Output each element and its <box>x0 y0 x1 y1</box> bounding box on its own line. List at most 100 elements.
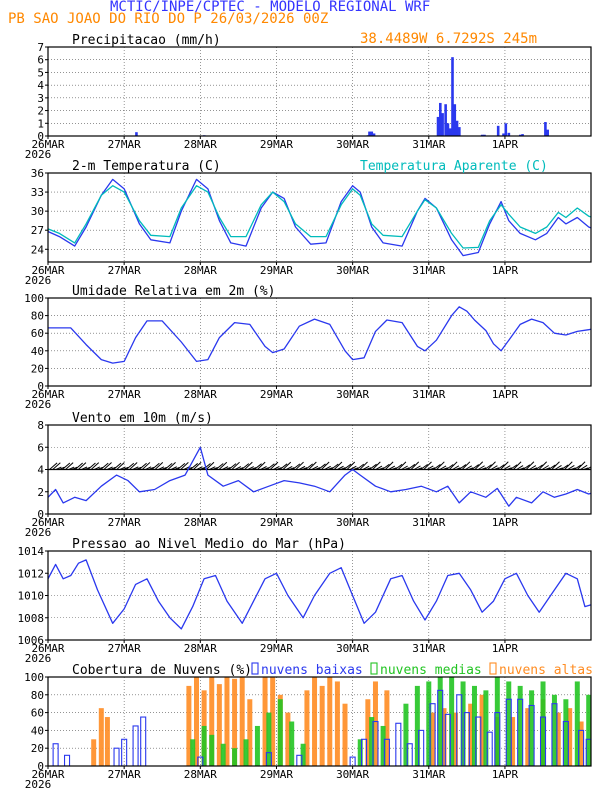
wind-barb <box>519 467 525 470</box>
cloud-bar <box>98 708 104 766</box>
wind-barb <box>308 461 317 470</box>
wind-barb <box>263 467 269 470</box>
x-tick-label: 26MAR <box>31 264 64 277</box>
cloud-bar <box>563 699 569 766</box>
y-tick-label: 2 <box>37 486 44 499</box>
precip-bar <box>448 128 452 136</box>
wind-barb <box>138 462 147 470</box>
x-tick-label: 1APR <box>492 768 519 781</box>
wind-barb <box>404 467 410 470</box>
x-tick-label: 1APR <box>492 388 519 401</box>
cloud-bar <box>525 708 531 766</box>
chart-title: MCTIC/INPE/CPTEC - MODELO REGIONAL WRF <box>110 0 431 15</box>
data-layer <box>52 677 591 766</box>
wind-barb <box>311 465 319 470</box>
cloud-bar <box>243 739 249 766</box>
legend-nuvens-medias: nuvens medias <box>380 663 482 678</box>
cloud-bar <box>578 729 585 766</box>
wind-barb <box>199 467 206 470</box>
wind-barb <box>541 465 549 470</box>
x-tick-label: 30MAR <box>336 516 369 529</box>
y-tick-label: 36 <box>31 167 44 180</box>
wind-barb <box>228 463 237 470</box>
cloud-bar <box>296 754 303 766</box>
cloud-bar <box>300 743 306 766</box>
wind-barb <box>94 466 101 470</box>
wind-barb <box>215 463 224 470</box>
wind-barb <box>241 463 250 470</box>
plot-frame <box>47 297 592 387</box>
wind-barb <box>439 465 447 470</box>
wind-barb <box>525 461 535 470</box>
wind-barb <box>225 467 231 470</box>
precip-bar <box>368 131 371 136</box>
wind-barb <box>132 466 139 470</box>
x-tick-label: 26MAR <box>31 388 64 401</box>
wind-barb <box>385 461 394 470</box>
cloud-bar <box>209 734 215 766</box>
precip-bar <box>507 132 511 136</box>
wind-barb <box>484 464 492 470</box>
cloud-bar <box>194 677 200 766</box>
wind-barb <box>426 465 434 470</box>
wind-barb <box>327 467 333 470</box>
wind-barb <box>445 464 454 470</box>
y-tick-label: 6 <box>37 441 44 454</box>
wind-barb <box>324 465 331 470</box>
wind-barb <box>474 461 484 470</box>
cloud-bar <box>567 708 573 766</box>
wind-barb <box>279 463 288 470</box>
cloud-bar <box>403 703 409 766</box>
cloud-bar <box>277 699 283 766</box>
x-tick-label: 28MAR <box>184 388 217 401</box>
precip-bar <box>135 132 138 136</box>
x-tick-label: 29MAR <box>260 768 293 781</box>
wind-barb <box>506 467 512 470</box>
wind-barb <box>238 467 244 470</box>
cloud-bar <box>319 685 325 766</box>
cloud-bar <box>551 703 558 766</box>
wind-barb <box>74 462 83 470</box>
wind-barb <box>257 461 266 470</box>
wind-barb <box>135 466 142 470</box>
precip-bar <box>444 104 447 136</box>
precip-bar <box>544 122 547 136</box>
cloud-bar <box>266 712 272 766</box>
x-tick-label: 30MAR <box>336 768 369 781</box>
wind-barb <box>231 461 240 470</box>
x-tick-label: 1APR <box>492 138 519 151</box>
wind-barb <box>49 462 58 470</box>
y-tick-label: 27 <box>31 224 44 237</box>
data-layer <box>48 306 591 364</box>
wind-barb <box>561 464 569 470</box>
wind-barb <box>61 462 71 470</box>
wind-barb <box>119 466 126 470</box>
wind-barb <box>381 463 390 470</box>
y-tick-label: 0 <box>37 508 44 521</box>
x-tick-label: 29MAR <box>260 642 293 655</box>
x-tick-year: 2026 <box>25 652 52 665</box>
cloud-bar <box>327 677 333 766</box>
wind-barb <box>330 463 339 470</box>
wind-barb <box>68 466 75 470</box>
wind-barb <box>516 465 524 470</box>
cloud-bar <box>510 717 516 766</box>
wind-barb <box>333 461 343 470</box>
x-tick-label: 29MAR <box>260 516 293 529</box>
cloud-bar <box>418 729 425 766</box>
cloud-bar <box>468 703 474 766</box>
y-tick-label: 40 <box>31 724 44 737</box>
cloud-bar <box>262 677 268 766</box>
panel-title: Pressao ao Nivel Medio do Mar (hPa) <box>72 537 346 552</box>
cloud-bar <box>254 725 260 766</box>
wind-barb <box>77 462 87 470</box>
precip-bar <box>451 57 454 136</box>
series-line-umidade <box>48 306 591 364</box>
x-tick-label: 26MAR <box>31 516 64 529</box>
wind-barb <box>218 461 228 470</box>
cloud-bar <box>551 694 557 766</box>
cloud-bar <box>265 752 272 766</box>
wind-barb <box>71 466 78 470</box>
